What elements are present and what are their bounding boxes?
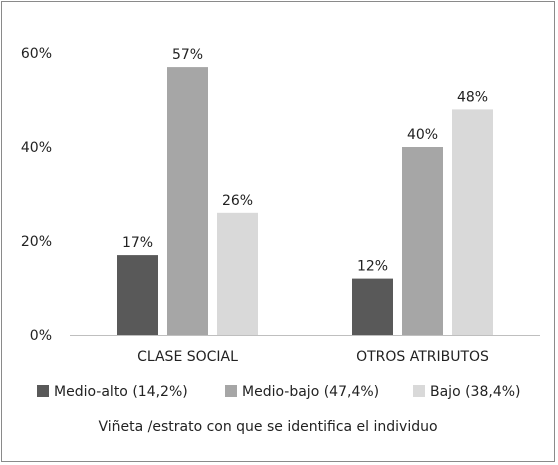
data-label: 48% bbox=[457, 89, 488, 105]
y-tick-label: 0% bbox=[30, 328, 52, 344]
bar bbox=[217, 212, 258, 335]
x-tick-label: OTROS ATRIBUTOS bbox=[356, 349, 489, 365]
legend-label: Medio-alto (14,2%) bbox=[54, 384, 188, 400]
y-tick-label: 60% bbox=[21, 46, 52, 62]
data-label: 12% bbox=[357, 259, 388, 275]
x-axis: CLASE SOCIAL OTROS ATRIBUTOS bbox=[137, 349, 489, 365]
legend: Medio-alto (14,2%) Medio-bajo (47,4%) Bajo… bbox=[37, 384, 521, 400]
y-axis: 0% 20% 40% 60% bbox=[21, 46, 52, 344]
y-tick-label: 40% bbox=[21, 140, 52, 156]
data-label: 40% bbox=[407, 127, 438, 143]
legend-item: Medio-bajo (47,4%) bbox=[225, 384, 379, 400]
bar bbox=[452, 109, 493, 336]
legend-label: Bajo (38,4%) bbox=[430, 384, 521, 400]
data-label: 17% bbox=[122, 235, 153, 251]
legend-label: Medio-bajo (47,4%) bbox=[242, 384, 379, 400]
legend-item: Medio-alto (14,2%) bbox=[37, 384, 188, 400]
data-label: 57% bbox=[172, 47, 203, 63]
bar bbox=[167, 67, 208, 335]
legend-swatch bbox=[37, 385, 49, 397]
data-labels: 17% 57% 26% 12% 40% 48% bbox=[122, 47, 488, 275]
y-tick-label: 20% bbox=[21, 234, 52, 250]
bar bbox=[117, 255, 158, 335]
bar bbox=[352, 278, 393, 335]
legend-swatch bbox=[225, 385, 237, 397]
legend-item: Bajo (38,4%) bbox=[413, 384, 521, 400]
x-tick-label: CLASE SOCIAL bbox=[137, 349, 238, 365]
bar bbox=[402, 147, 443, 335]
data-label: 26% bbox=[222, 193, 253, 209]
legend-swatch bbox=[413, 385, 425, 397]
x-axis-title: Viñeta /estrato con que se identifica el… bbox=[98, 419, 437, 435]
bars bbox=[117, 67, 493, 336]
